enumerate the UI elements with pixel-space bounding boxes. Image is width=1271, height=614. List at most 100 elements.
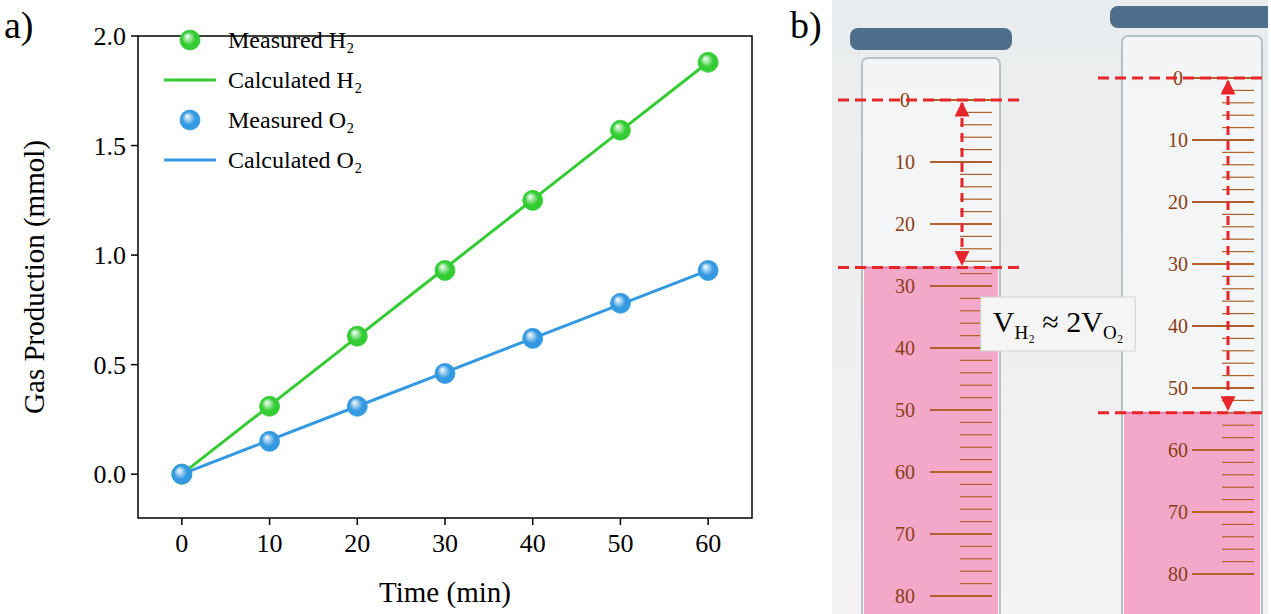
graduation-tick [960,583,992,584]
x-tick [181,518,183,525]
panel-label: b) [790,4,822,47]
data-point [698,52,718,72]
y-axis-title: Gas Production (mmol) [18,140,51,414]
legend-label: Calculated H₂ [228,67,362,93]
x-tick [357,518,359,525]
annotation-part: ≈ 2V [1035,305,1103,338]
graduation-tick [1192,387,1254,389]
graduation-tick [1222,363,1254,364]
y-tick [131,364,138,366]
graduation-tick [960,211,992,212]
data-point [435,260,455,280]
graduation-tick [960,186,992,187]
data-point [610,120,630,140]
graduation-label: 20 [1168,191,1188,213]
panel-a: a)01020304050600.00.51.01.52.0Time (min)… [4,4,752,609]
graduation-tick [1192,511,1254,513]
legend-label: Measured O₂ [228,107,354,133]
graduation-tick [1192,139,1254,141]
volume-arrow [1227,81,1230,410]
annotation-part: V [993,305,1015,338]
graduation-label: 10 [1168,129,1188,151]
clamp [1110,6,1268,28]
graduation-label: 50 [1168,377,1188,399]
x-tick [444,518,446,525]
graduation-tick [960,199,992,200]
data-point [172,464,192,484]
annotation-text: VH₂ ≈ 2VO₂ [993,305,1124,343]
graduation-tick [1222,288,1254,289]
graduation-tick [960,484,992,485]
graduation-tick [1222,425,1254,426]
graduation-label: 80 [1168,563,1188,585]
graduation-tick [1222,462,1254,463]
graduation-tick [960,459,992,460]
graduation-tick [1222,226,1254,227]
y-tick-label: 0.5 [94,351,127,380]
liquid [1124,413,1260,614]
graduation-label: 60 [1168,439,1188,461]
figure: a)01020304050600.00.51.01.52.0Time (min)… [0,0,1271,614]
graduation-tick [960,509,992,510]
graduation-tick [960,236,992,237]
graduation-tick [1192,573,1254,575]
graduation-label: 20 [895,213,915,235]
x-tick-label: 40 [520,529,546,558]
graduation-tick [1192,263,1254,265]
graduation-tick [1222,499,1254,500]
graduation-tick [960,447,992,448]
graduation-tick [960,397,992,398]
x-tick-label: 60 [695,529,721,558]
cylinder: 01020304050607080 [838,28,1025,614]
dashed-level [1098,77,1268,80]
graduation-tick [960,571,992,572]
glass [1122,36,1262,614]
graduation-tick [930,285,992,287]
data-point [172,464,192,484]
graduation-tick [930,471,992,473]
data-point [435,363,455,383]
graduation-tick [1222,474,1254,475]
graduation-tick [1192,201,1254,203]
graduation-tick [1222,561,1254,562]
glass [862,58,1000,614]
graduation-tick [1192,325,1254,327]
annotation-part: H₂ [1014,322,1034,343]
x-tick [620,518,622,525]
series-line [182,270,708,474]
data-point [260,396,280,416]
series-line [182,62,708,474]
liquid [864,267,998,614]
data-point [260,431,280,451]
x-tick-label: 20 [344,529,370,558]
graduation-tick [960,558,992,559]
graduation-tick [960,248,992,249]
legend-label: Measured H₂ [228,27,354,53]
graduation-tick [960,546,992,547]
data-point [523,190,543,210]
graduation-tick [1222,152,1254,153]
data-point [347,396,367,416]
y-tick-label: 1.5 [94,132,127,161]
y-tick-label: 1.0 [94,241,127,270]
data-point [698,260,718,280]
data-point [523,328,543,348]
graduation-label: 70 [895,523,915,545]
graduation-tick [1222,524,1254,525]
plot-frame [138,36,752,518]
graduation-tick [960,372,992,373]
graduation-tick [1222,214,1254,215]
graduation-tick [1222,301,1254,302]
graduation-tick [960,496,992,497]
graduation-tick [960,261,992,262]
graduation-tick [960,422,992,423]
graduation-tick [930,533,992,535]
graduation-label: 30 [1168,253,1188,275]
graduation-tick [1222,487,1254,488]
volume-arrow [961,103,964,264]
y-tick [131,254,138,256]
x-tick [269,518,271,525]
annotation-part: O₂ [1103,322,1123,343]
annotation: VH₂ ≈ 2VO₂ [981,297,1136,351]
x-tick [532,518,534,525]
